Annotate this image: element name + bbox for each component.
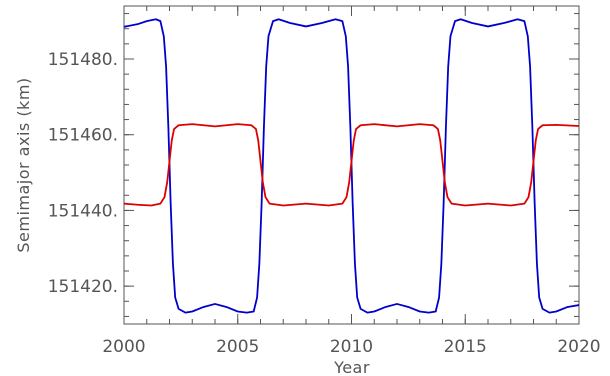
y-axis-title: Semimajor axis (km): [14, 77, 33, 252]
major-ticks: [123, 6, 580, 324]
x-axis-title: Year: [333, 358, 370, 376]
y-tick-label: 151460.: [48, 126, 118, 146]
y-tick-labels: 151420. 151440. 151460. 151480.: [48, 50, 118, 297]
x-tick-label: 2015: [444, 337, 487, 357]
x-tick-label: 2010: [330, 337, 373, 357]
x-tick-label: 2000: [102, 337, 145, 357]
y-tick-label: 151420.: [48, 277, 118, 297]
x-tick-label: 2020: [557, 337, 600, 357]
series-line-2: [123, 123, 580, 207]
x-tick-label: 2005: [216, 337, 259, 357]
series-layer: [123, 18, 580, 314]
y-tick-label: 151480.: [48, 50, 118, 70]
y-tick-label: 151440.: [48, 201, 118, 221]
x-tick-labels: 2000 2005 2010 2015 2020: [102, 337, 600, 357]
